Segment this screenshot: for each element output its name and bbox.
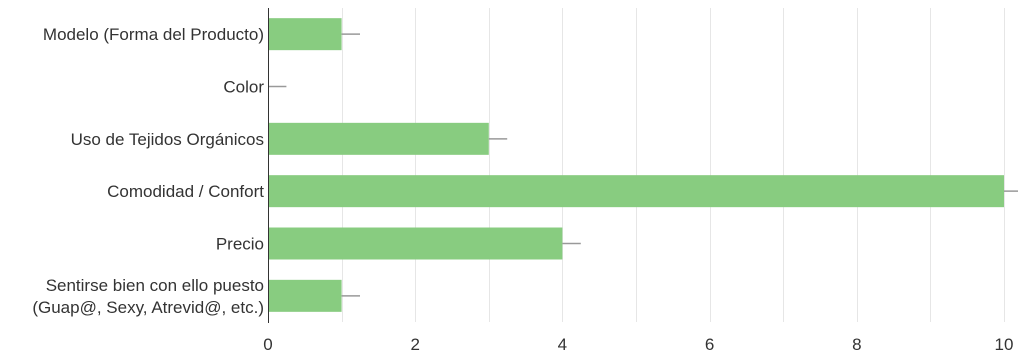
bar bbox=[268, 122, 489, 155]
bar-layer bbox=[268, 18, 1018, 312]
x-tick-label: 6 bbox=[705, 335, 714, 354]
bar bbox=[268, 279, 342, 312]
x-tick-label: 8 bbox=[852, 335, 861, 354]
category-label: Comodidad / Confort bbox=[107, 182, 264, 201]
category-label: (Guap@, Sexy, Atrevid@, etc.) bbox=[32, 298, 264, 317]
bar bbox=[268, 18, 342, 51]
x-tick-label: 4 bbox=[558, 335, 567, 354]
category-label: Color bbox=[223, 78, 264, 97]
grid-layer bbox=[342, 8, 1005, 322]
x-tick-label: 2 bbox=[410, 335, 419, 354]
category-label: Sentirse bien con ello puesto bbox=[46, 276, 264, 295]
category-label: Modelo (Forma del Producto) bbox=[43, 25, 264, 44]
x-tick-label: 0 bbox=[263, 335, 272, 354]
bar bbox=[268, 175, 1004, 208]
x-tick-label: 10 bbox=[995, 335, 1014, 354]
category-label: Precio bbox=[216, 235, 264, 254]
category-label: Uso de Tejidos Orgánicos bbox=[71, 130, 264, 149]
bar bbox=[268, 227, 563, 260]
label-layer: Modelo (Forma del Producto) Color Uso de T… bbox=[32, 25, 1013, 354]
